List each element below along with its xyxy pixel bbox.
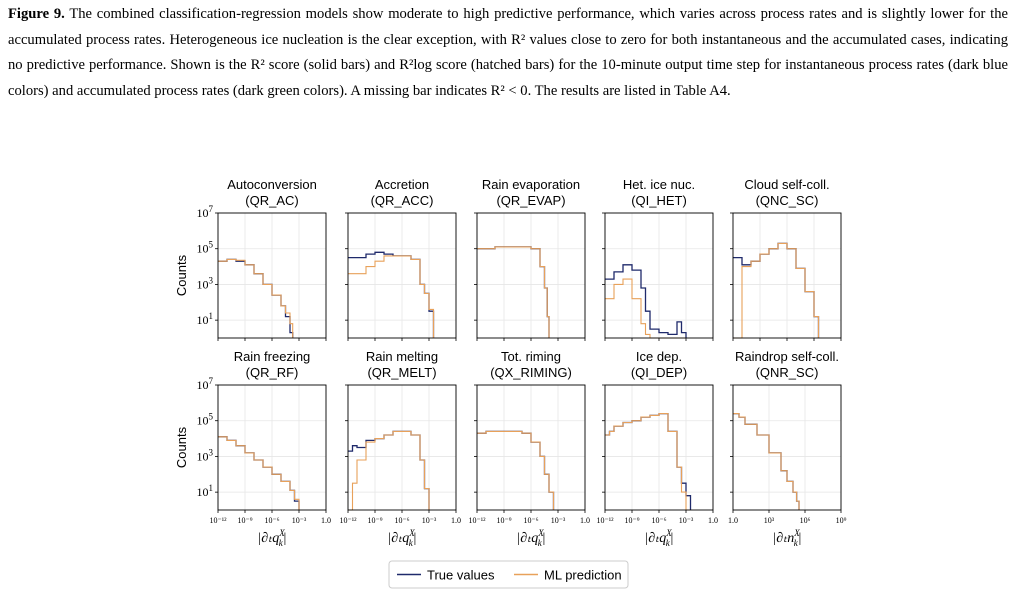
x-tick-label: 1.0 [708, 516, 718, 525]
legend-label-true-values: True values [427, 568, 495, 583]
x-tick-label: 1.0 [728, 516, 738, 525]
x-tick-label: 1.0 [580, 516, 590, 525]
x-tick-label: 10⁻⁶ [264, 516, 279, 525]
panel-title: Accretion [375, 177, 429, 192]
panel-title: Raindrop self-coll. [735, 349, 839, 364]
legend-box [388, 560, 629, 589]
panel-title: Rain freezing [234, 349, 311, 364]
panel-title: Cloud self-coll. [744, 177, 829, 192]
panel-subtitle: (QR_AC) [245, 193, 298, 208]
x-tick-label: 1.0 [451, 516, 461, 525]
series-true-values [605, 412, 692, 510]
series-true-values [477, 246, 550, 338]
x-tick-label: 10⁻¹² [596, 516, 614, 525]
x-axis-label: |∂ₜnX k| [772, 528, 801, 548]
x-tick-label: 10⁻¹² [209, 516, 227, 525]
plot-frame [732, 384, 842, 511]
panel-subtitle: (QR_EVAP) [496, 193, 565, 208]
x-tick-label: 10⁻¹² [468, 516, 486, 525]
series-true-values [605, 264, 687, 338]
y-tick-label: 107 [197, 204, 214, 220]
series-ml-prediction [605, 413, 691, 511]
panel-subtitle: (QI_DEP) [631, 365, 687, 380]
x-tick-label: 10⁻⁹ [367, 516, 382, 525]
x-tick-label: 10⁻³ [551, 516, 566, 525]
x-axis-label: |∂ₜqX k| [644, 528, 673, 548]
x-axis-label: |∂ₜqX k| [516, 528, 545, 548]
panel-subtitle: (QX_RIMING) [490, 365, 572, 380]
x-tick-label: 10⁻³ [422, 516, 437, 525]
y-tick-label: 103 [197, 275, 214, 291]
caption-line-1: The combined classification-regression m… [69, 6, 837, 22]
panel-title: Autoconversion [227, 177, 317, 192]
y-tick-label: 105 [197, 240, 214, 256]
series-ml-prediction [218, 258, 294, 338]
x-tick-label: 10⁻⁶ [523, 516, 538, 525]
series-ml-prediction [348, 430, 430, 511]
x-axis-label: |∂ₜqX k| [387, 528, 416, 548]
caption-line-5: green colors). A missing bar indicates R… [267, 82, 731, 99]
x-tick-label: 10⁹ [836, 516, 847, 525]
series-true-values [733, 242, 820, 338]
x-axis-label: |∂ₜqX k| [257, 528, 286, 548]
x-tick-label: 10⁻⁶ [394, 516, 409, 525]
panel-subtitle: (QNR_SC) [756, 365, 819, 380]
series-true-values [477, 430, 555, 510]
caption-line-3: for both instantaneous and the accumulat… [8, 31, 1008, 74]
series-ml-prediction [733, 242, 820, 339]
y-tick-label: 105 [197, 412, 214, 428]
caption-line-2: and is slightly lower for the accumulate… [8, 6, 1009, 48]
y-axis-label: Counts [174, 426, 189, 468]
series-ml-prediction [477, 246, 550, 338]
x-tick-label: 10³ [764, 516, 775, 525]
y-tick-label: 107 [197, 376, 214, 392]
series-ml-prediction [477, 430, 555, 510]
series-true-values [348, 251, 435, 338]
panel-subtitle: (QR_RF) [246, 365, 299, 380]
panel-subtitle: (QR_MELT) [367, 365, 436, 380]
series-ml-prediction [733, 413, 800, 510]
caption-lead: Figure 9. [8, 6, 65, 22]
figure-caption: Figure 9. The combined classification-re… [8, 2, 1008, 104]
x-tick-label: 10⁻⁶ [651, 516, 666, 525]
panel-subtitle: (QNC_SC) [756, 193, 819, 208]
caption-line-4: (hatched bars) for the 10-minute output … [8, 57, 1008, 99]
x-tick-label: 10⁻⁹ [496, 516, 511, 525]
panel-subtitle: (QI_HET) [631, 193, 687, 208]
y-tick-label: 103 [197, 447, 214, 463]
x-tick-label: 10⁻³ [292, 516, 307, 525]
legend-label-ml-prediction: ML prediction [544, 568, 622, 583]
panel-title: Rain evaporation [482, 177, 580, 192]
x-tick-label: 10⁻¹² [339, 516, 357, 525]
series-true-values [348, 430, 430, 510]
series-true-values [218, 436, 300, 510]
panel-title: Tot. riming [501, 349, 561, 364]
series-ml-prediction [348, 255, 435, 338]
y-axis-label: Counts [174, 254, 189, 296]
y-tick-label: 101 [197, 311, 214, 327]
series-true-values [733, 412, 800, 510]
panel-title: Het. ice nuc. [623, 177, 695, 192]
series-ml-prediction [218, 436, 300, 510]
x-tick-label: 10⁻⁹ [624, 516, 639, 525]
x-tick-label: 1.0 [321, 516, 331, 525]
x-tick-label: 10⁻³ [679, 516, 694, 525]
x-tick-label: 10⁶ [800, 516, 811, 525]
x-tick-label: 10⁻⁹ [237, 516, 252, 525]
y-tick-label: 101 [197, 483, 214, 499]
panel-title: Rain melting [366, 349, 438, 364]
panel-subtitle: (QR_ACC) [371, 193, 434, 208]
panel-title: Ice dep. [636, 349, 682, 364]
